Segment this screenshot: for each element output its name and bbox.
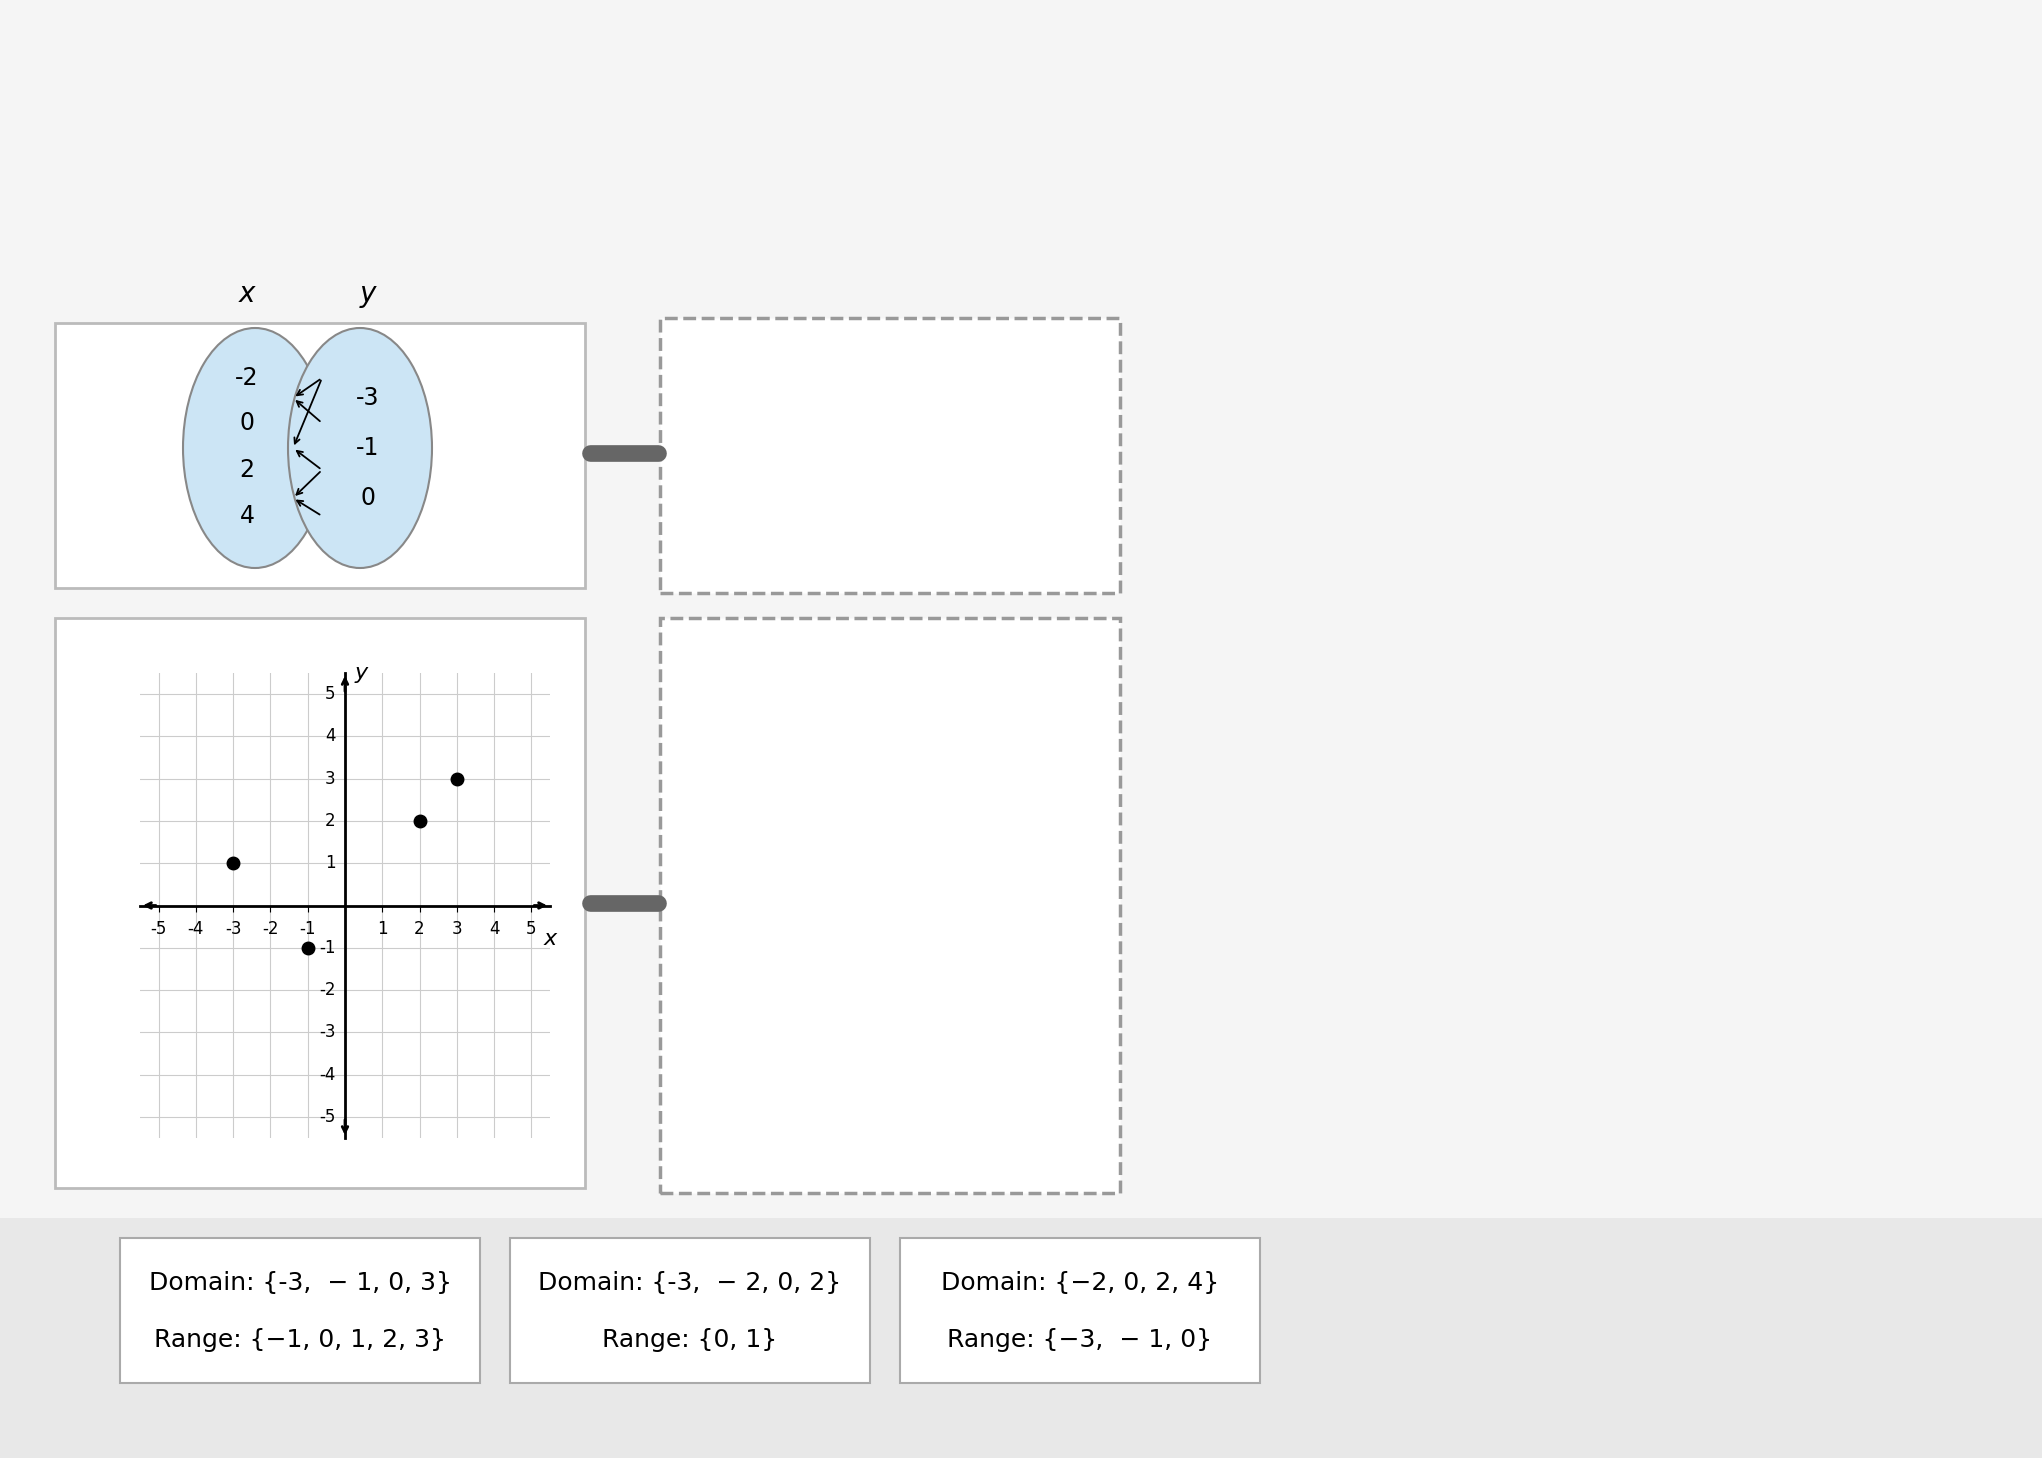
Text: 4: 4: [239, 504, 255, 528]
Text: Range: {−1, 0, 1, 2, 3}: Range: {−1, 0, 1, 2, 3}: [153, 1328, 445, 1353]
Polygon shape: [0, 0, 2042, 1217]
Text: -1: -1: [319, 939, 335, 956]
Text: 3: 3: [451, 920, 461, 939]
Text: 5: 5: [527, 920, 537, 939]
Text: Domain: {−2, 0, 2, 4}: Domain: {−2, 0, 2, 4}: [941, 1270, 1219, 1295]
Text: -3: -3: [319, 1024, 335, 1041]
Text: 4: 4: [488, 920, 500, 939]
Text: 4: 4: [325, 728, 335, 745]
Polygon shape: [660, 318, 1119, 593]
FancyBboxPatch shape: [901, 1238, 1260, 1384]
Text: -1: -1: [300, 920, 317, 939]
Text: -2: -2: [261, 920, 278, 939]
Text: 3: 3: [325, 770, 335, 787]
Text: 2: 2: [325, 812, 335, 830]
Text: -5: -5: [151, 920, 167, 939]
Text: 2: 2: [239, 458, 255, 483]
Ellipse shape: [184, 328, 327, 569]
Text: x: x: [543, 929, 557, 949]
Text: 1: 1: [325, 854, 335, 872]
Text: Range: {0, 1}: Range: {0, 1}: [602, 1328, 778, 1353]
Text: 0: 0: [239, 411, 255, 434]
Text: y: y: [359, 280, 376, 308]
Polygon shape: [660, 618, 1119, 1193]
Text: -5: -5: [319, 1108, 335, 1126]
Text: -3: -3: [355, 386, 380, 410]
Text: -3: -3: [225, 920, 241, 939]
Text: 1: 1: [378, 920, 388, 939]
Text: x: x: [239, 280, 255, 308]
Ellipse shape: [288, 328, 433, 569]
Text: Domain: {-3,  − 1, 0, 3}: Domain: {-3, − 1, 0, 3}: [149, 1270, 451, 1295]
Polygon shape: [55, 618, 584, 1188]
Text: -2: -2: [319, 981, 335, 999]
Text: 0: 0: [361, 486, 376, 510]
Text: -2: -2: [235, 366, 259, 389]
FancyBboxPatch shape: [510, 1238, 870, 1384]
Polygon shape: [55, 324, 584, 588]
Text: -4: -4: [319, 1066, 335, 1083]
Text: 5: 5: [325, 685, 335, 703]
Text: -1: -1: [355, 436, 380, 461]
Text: Domain: {-3,  − 2, 0, 2}: Domain: {-3, − 2, 0, 2}: [539, 1270, 841, 1295]
Text: -4: -4: [188, 920, 204, 939]
FancyBboxPatch shape: [120, 1238, 480, 1384]
Text: y: y: [355, 663, 368, 682]
Text: 2: 2: [415, 920, 425, 939]
Text: Range: {−3,  − 1, 0}: Range: {−3, − 1, 0}: [947, 1328, 1213, 1353]
